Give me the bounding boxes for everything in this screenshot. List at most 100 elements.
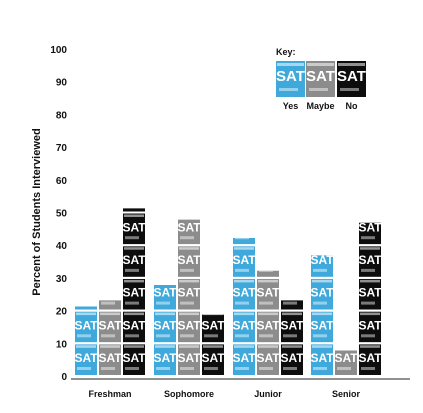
sat-ticket-icon: SAT [177,278,201,310]
bar-maybe-freshman: SAT SAT SAT [98,286,122,375]
sat-ticket-icon: SAT [177,246,201,277]
y-tick-label: 50 [56,209,68,220]
legend-swatch [276,61,305,97]
legend-label: Yes [283,101,299,111]
legend-icon-text: SAT [306,68,335,85]
sat-icon-text: SAT [177,286,201,300]
sat-ticket-icon: SAT [98,344,122,375]
sat-ticket-icon: SAT [122,344,146,375]
sat-icon-text: SAT [201,351,225,365]
bar-yes-sophomore: SAT SAT SAT [153,285,177,375]
sat-icon-text: SAT [310,351,334,365]
category-label-sophomore: Sophomore [164,389,214,399]
sat-ticket-icon: SAT [122,246,146,277]
legend-icon-text: SAT [276,68,305,85]
y-tick-label: 90 [56,78,68,89]
legend-label: Maybe [306,101,334,111]
y-axis-ticks: 0 10 20 30 40 50 60 70 80 90 100 [50,45,67,383]
sat-icon-text: SAT [122,286,146,300]
sat-icon-text: SAT [358,253,382,267]
sat-icon-text: SAT [122,253,146,267]
sat-icon-text: SAT [98,351,122,365]
sat-icon-text: SAT [232,253,256,267]
sat-ticket-icon: SAT [256,278,280,310]
sat-ticket-icon: SAT [74,311,98,343]
sat-ticket-icon: SAT [232,278,256,310]
y-tick-label: 60 [56,176,68,187]
sat-ticket-icon: SAT [310,311,334,343]
bar-no-senior: SAT SAT SAT SAT SAT [358,220,382,375]
bar-maybe-junior: SAT SAT SAT SAT [256,253,280,375]
sat-icon-text: SAT [310,318,334,332]
sat-icon-text: SAT [358,220,382,234]
sat-ticket-icon: SAT [122,278,146,310]
y-tick-label: 30 [56,274,68,285]
legend-icon-text: SAT [337,68,366,85]
bar-maybe-sophomore: SAT SAT SAT SAT SAT [177,219,201,375]
category-label-freshman: Freshman [88,389,131,399]
legend-item-yes: SAT Yes [276,61,305,111]
sat-icon-text: SAT [153,318,177,332]
sat-ticket-icon: SAT [233,344,255,375]
sat-icon-text: SAT [201,318,225,332]
sat-icon-text: SAT [177,318,201,332]
sat-icon-text: SAT [177,253,201,267]
sat-ticket-icon: SAT [75,344,97,375]
y-tick-label: 80 [56,110,68,121]
y-tick-label: 70 [56,143,68,154]
sat-icon-text: SAT [232,286,256,300]
sat-icon-text: SAT [122,351,146,365]
sat-ticket-icon: SAT [201,314,225,343]
y-tick-label: 0 [61,372,67,383]
sat-ticket-icon: SAT [281,300,303,310]
legend-title: Key: [276,47,296,57]
sat-ticket-icon: SAT [358,246,382,277]
sat-icon-text: SAT [256,286,280,300]
sat-ticket-icon: SAT [232,246,256,277]
sat-ticket-icon: SAT [358,220,382,245]
sat-icon-text: SAT [334,351,358,365]
sat-ticket-icon: SAT [334,350,358,375]
sat-icon-text: SAT [153,286,177,300]
sat-ticket-icon: SAT [177,311,201,343]
category-labels: Freshman Sophomore Junior Senior [88,389,360,399]
legend-item-no: SAT No [337,61,366,111]
sat-ticket-icon: SAT [153,344,177,375]
bar-maybe-senior: SAT [334,350,358,375]
legend-item-maybe: SAT Maybe [306,61,335,111]
y-axis-label: Percent of Students Interviewed [31,128,43,295]
sat-icon-text: SAT [98,286,122,300]
sat-ticket-icon: SAT [122,213,146,245]
sat-icon-text: SAT [122,188,146,202]
sat-ticket-icon: SAT [359,278,381,310]
sat-ticket-icon: SAT [178,344,200,375]
sat-icon-text: SAT [310,253,334,267]
sat-ticket-icon: SAT [257,344,279,375]
category-label-junior: Junior [254,389,282,399]
sat-icon-text: SAT [280,318,304,332]
legend-swatch [306,61,335,97]
sat-ticket-icon: SAT [98,286,122,310]
sat-icon-text: SAT [177,220,201,234]
sat-ticket-icon: SAT [177,219,201,245]
sat-ticket-icon: SAT [122,311,146,343]
sat-icon-text: SAT [122,318,146,332]
sat-icon-text: SAT [232,220,256,234]
sat-ticket-icon: SAT [256,253,280,277]
sat-icon-text: SAT [256,318,280,332]
sat-icon-text: SAT [98,318,122,332]
sat-icon-text: SAT [256,253,280,267]
legend-label: No [346,101,358,111]
sat-ticket-icon: SAT [256,311,280,343]
bar-no-junior: SAT SAT SAT [280,300,304,375]
sat-ticket-icon: SAT [359,344,381,375]
sat-ticket-icon: SAT [280,311,304,343]
sat-icon-text: SAT [74,318,98,332]
sat-icon-text: SAT [122,220,146,234]
sat-ticket-icon: SAT [310,253,334,277]
sat-ticket-icon: SAT [201,344,225,375]
sat-icon-text: SAT [153,351,177,365]
sat-ticket-icon: SAT [359,311,381,343]
bar-yes-freshman: SAT SAT SAT [74,306,98,375]
